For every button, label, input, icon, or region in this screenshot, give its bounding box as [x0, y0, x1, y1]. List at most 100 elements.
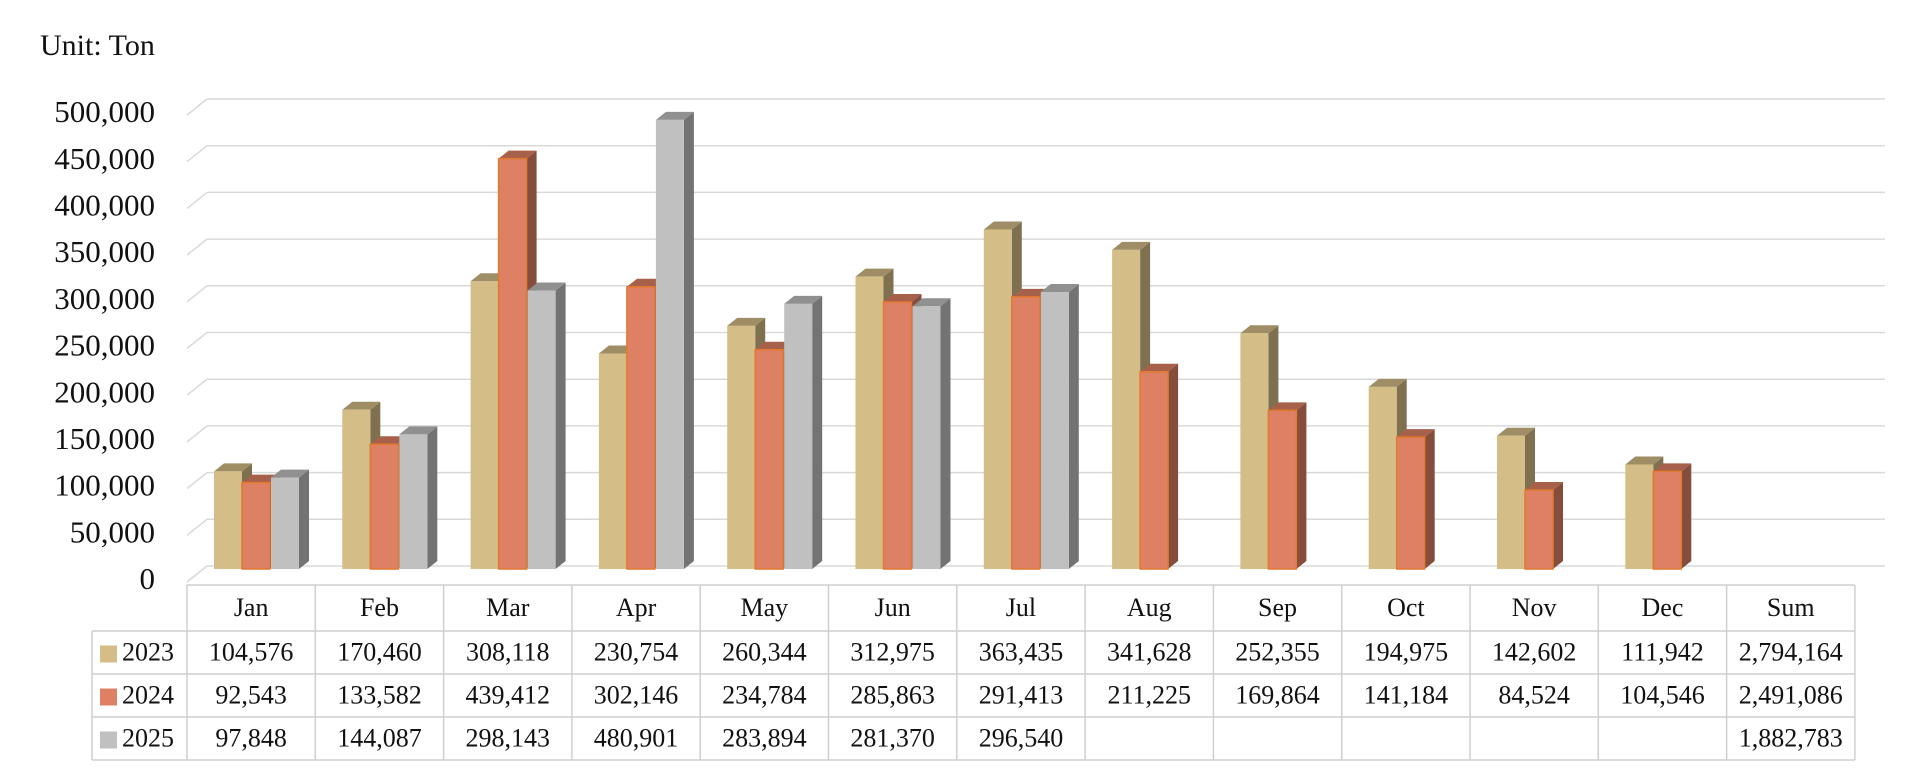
- y-tick-label: 500,000: [54, 94, 155, 129]
- bar-top: [498, 150, 537, 159]
- table-total: 2,491,086: [1739, 680, 1843, 709]
- table-value: 308,118: [466, 637, 550, 666]
- sum-header: Sum: [1767, 593, 1815, 622]
- table-value: 283,894: [722, 723, 807, 752]
- y-tick-label: 400,000: [54, 188, 155, 223]
- table-total: 2,794,164: [1739, 637, 1843, 666]
- bar: [1497, 435, 1525, 569]
- legend-label: 2023: [122, 637, 174, 666]
- bar-side: [427, 426, 438, 569]
- x-tick-label: Apr: [616, 593, 657, 622]
- legend-label: 2024: [122, 680, 174, 709]
- grid-line-side: [186, 145, 208, 163]
- table-value: 230,754: [594, 637, 679, 666]
- table-value: 97,848: [215, 723, 287, 752]
- x-tick-label: Jan: [234, 593, 269, 622]
- bar-top: [655, 111, 694, 120]
- grid-line-side: [186, 518, 208, 536]
- table-value: 252,355: [1235, 637, 1320, 666]
- bar-top: [214, 463, 252, 472]
- table-value: 169,864: [1235, 680, 1320, 709]
- bar-top: [784, 295, 823, 304]
- y-tick-label: 0: [140, 561, 156, 596]
- bar: [1267, 409, 1298, 570]
- bar: [497, 157, 528, 570]
- bar: [598, 353, 627, 569]
- bar: [1524, 489, 1554, 570]
- bar-top: [1112, 241, 1151, 250]
- x-tick-label: Oct: [1387, 593, 1425, 622]
- bar-side: [1553, 482, 1563, 569]
- table-value: 142,602: [1492, 637, 1577, 666]
- y-tick-label: 350,000: [54, 234, 155, 269]
- bar: [727, 325, 756, 569]
- bar-top: [1497, 427, 1535, 436]
- bar-side: [1681, 463, 1692, 569]
- bar: [912, 306, 941, 569]
- bar-side: [812, 295, 823, 569]
- bar: [1625, 464, 1654, 569]
- legend-swatch: [100, 645, 117, 663]
- bar: [1112, 249, 1141, 570]
- bar-top: [1268, 402, 1307, 411]
- bar: [754, 348, 784, 570]
- bar-top: [883, 294, 922, 303]
- table-value: 141,184: [1364, 680, 1449, 709]
- table-value: 363,435: [979, 637, 1064, 666]
- legend-swatch: [100, 688, 117, 706]
- bar-top: [912, 298, 951, 307]
- x-tick-label: Feb: [360, 593, 399, 622]
- table-value: 104,576: [209, 637, 294, 666]
- table-value: 281,370: [850, 723, 935, 752]
- table-value: 291,413: [979, 680, 1064, 709]
- bar-top: [1140, 363, 1179, 372]
- x-tick-label: Aug: [1127, 593, 1172, 622]
- y-tick-label: 250,000: [54, 328, 155, 363]
- bar-top: [271, 469, 309, 478]
- bar: [342, 409, 371, 569]
- grid-line-side: [186, 331, 208, 350]
- y-tick-label: 300,000: [54, 281, 155, 316]
- bar-top: [342, 401, 381, 410]
- bar: [1040, 292, 1069, 569]
- table-value: 285,863: [850, 680, 935, 709]
- table-total: 1,882,783: [1739, 723, 1843, 752]
- x-tick-label: Jun: [875, 593, 911, 622]
- bar: [399, 434, 428, 569]
- bar: [241, 481, 271, 570]
- bar-top: [370, 436, 409, 445]
- bar: [855, 276, 884, 569]
- bar-top: [242, 474, 280, 483]
- table-value: 104,546: [1620, 680, 1705, 709]
- table-value: 144,087: [337, 723, 422, 752]
- table-value: 92,543: [215, 680, 287, 709]
- bar: [1011, 296, 1041, 570]
- table-value: 84,524: [1498, 680, 1570, 709]
- bar-top: [527, 282, 566, 291]
- table-value: 302,146: [594, 680, 679, 709]
- bar: [1368, 386, 1397, 569]
- bar: [784, 303, 813, 569]
- grid-line-side: [186, 472, 208, 490]
- table-value: 312,975: [850, 637, 935, 666]
- bar-top: [1653, 463, 1692, 472]
- bar: [626, 286, 656, 570]
- bar: [983, 229, 1012, 570]
- table-value: 133,582: [337, 680, 422, 709]
- bar-top: [399, 426, 438, 435]
- bar-top: [755, 341, 794, 350]
- table-value: 439,412: [466, 680, 551, 709]
- bar: [214, 471, 242, 569]
- bar-top: [727, 317, 766, 326]
- table-value: 298,143: [466, 723, 551, 752]
- bar: [1139, 370, 1169, 570]
- bar-side: [683, 111, 694, 569]
- x-tick-label: Nov: [1512, 593, 1557, 622]
- table-value: 260,344: [722, 637, 807, 666]
- bar: [882, 301, 913, 570]
- bar-side: [1296, 402, 1307, 569]
- table-value: 296,540: [979, 723, 1064, 752]
- table-value: 170,460: [337, 637, 422, 666]
- bar: [1395, 436, 1426, 570]
